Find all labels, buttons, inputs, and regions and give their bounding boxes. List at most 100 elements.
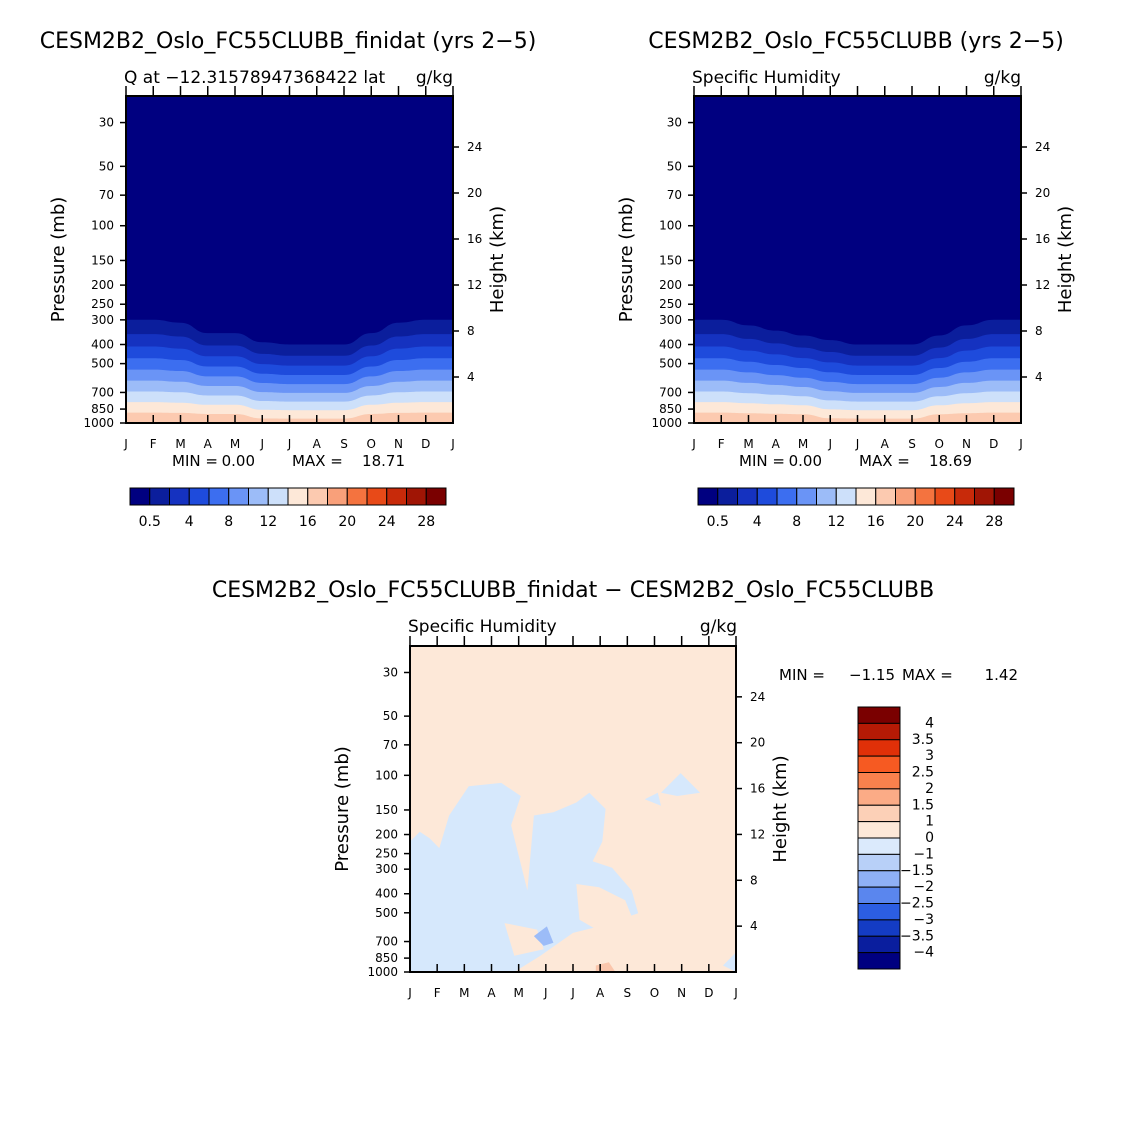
- p3-cb-label: −3: [913, 912, 934, 928]
- panel3-min-label: MIN =: [779, 666, 825, 684]
- panel1-title: CESM2B2_Oslo_FC55CLUBB_finidat (yrs 2−5): [40, 29, 537, 54]
- panel2-units: g/kg: [984, 68, 1021, 88]
- p2-xtick-label: D: [989, 437, 998, 451]
- p2-cb-swatch: [895, 487, 916, 506]
- panel2-subtitle-left: Specific Humidity: [692, 68, 841, 88]
- p3-cb-swatch: [857, 903, 901, 921]
- p3-ytick-label: 400: [375, 887, 398, 901]
- panel3-title: CESM2B2_Oslo_FC55CLUBB_finidat − CESM2B2…: [212, 578, 934, 603]
- p1-ytick-label: 70: [99, 188, 114, 202]
- p3-cb-swatch: [857, 952, 901, 970]
- p1-cb-swatch: [267, 487, 289, 506]
- p1-ytick-label: 500: [91, 357, 114, 371]
- p3-htick-label: 4: [750, 919, 758, 933]
- p3-ytick-label: 250: [375, 847, 398, 861]
- p1-cb-swatch: [307, 487, 328, 506]
- p1-ytick-label: 700: [91, 385, 114, 399]
- p1-xtick-label: M: [230, 437, 240, 451]
- p1-ylabel-right: Height (km): [487, 206, 508, 313]
- panel3-min-value: −1.15: [849, 666, 895, 684]
- p2-cb-swatch: [717, 487, 738, 506]
- p2-ytick-label: 100: [659, 219, 682, 233]
- p3-cb-label: −1.5: [900, 863, 934, 879]
- p2-xtick-label: A: [881, 437, 890, 451]
- p2-cb-swatch: [835, 487, 857, 506]
- p3-cb-swatch: [857, 853, 901, 872]
- p1-cb-swatch: [149, 487, 170, 506]
- p1-cb-label: 8: [224, 514, 233, 530]
- p3-htick-label: 20: [750, 736, 765, 750]
- p2-cb-swatch: [816, 487, 837, 506]
- p3-positive-island: [576, 884, 632, 933]
- p2-cb-swatch: [855, 487, 877, 506]
- p2-cb-swatch: [954, 487, 975, 506]
- p3-cb-swatch: [857, 821, 901, 839]
- panel2-title: CESM2B2_Oslo_FC55CLUBB (yrs 2−5): [648, 29, 1064, 54]
- p3-cb-label: 2: [925, 781, 934, 797]
- p3-negative-region-corner: [723, 952, 736, 972]
- p1-xtick-label: J: [123, 437, 128, 451]
- p1-ytick-label: 300: [91, 313, 114, 327]
- p3-cb-label: −3.5: [900, 928, 934, 944]
- p3-htick-label: 8: [750, 873, 758, 887]
- p1-xtick-label: M: [175, 437, 185, 451]
- p3-cb-label: 2.5: [912, 765, 934, 781]
- p3-ytick-label: 200: [375, 828, 398, 842]
- p2-htick-label: 12: [1035, 278, 1050, 292]
- p1-htick-label: 16: [467, 232, 482, 246]
- p2-htick-label: 8: [1035, 324, 1043, 338]
- p3-ytick-label: 50: [383, 709, 398, 723]
- p3-xtick-label: A: [596, 986, 605, 1000]
- p3-htick-label: 12: [750, 827, 765, 841]
- panel-finidat: CESM2B2_Oslo_FC55CLUBB_finidat (yrs 2−5)…: [40, 29, 537, 530]
- p1-cb-swatch: [188, 487, 210, 506]
- panel3-max-value: 1.42: [985, 666, 1018, 684]
- p3-xtick-label: O: [650, 986, 659, 1000]
- p2-cb-label: 0.5: [707, 514, 729, 530]
- p1-cb-swatch: [406, 487, 427, 506]
- p3-cb-swatch: [857, 788, 901, 806]
- panel2-colorbar: 0.5 4 8 12 16 20 24 28: [697, 487, 1015, 530]
- panel2-max-value: 18.69: [929, 452, 972, 470]
- p2-cb-swatch: [737, 487, 758, 506]
- panel3-colorbar: 43.532.521.510−1−1.5−2−2.5−3−3.5−4: [857, 706, 934, 970]
- panel2-min-value: 0.00: [789, 452, 822, 470]
- p1-cb-label: 28: [417, 514, 435, 530]
- p2-cb-swatch: [934, 487, 956, 506]
- p1-ytick-label: 850: [91, 402, 114, 416]
- p3-xtick-label: N: [677, 986, 686, 1000]
- panel2-max-label: MAX =: [859, 452, 910, 470]
- p2-cb-label: 28: [985, 514, 1003, 530]
- p1-cb-swatch: [228, 487, 249, 506]
- p1-htick-label: 4: [467, 370, 475, 384]
- p3-cb-swatch: [857, 755, 901, 773]
- p1-cb-swatch: [327, 487, 348, 506]
- p3-cb-label: 1: [925, 814, 934, 830]
- p3-cb-swatch: [857, 919, 901, 937]
- p1-ylabel: Pressure (mb): [48, 197, 69, 323]
- p2-cb-swatch: [697, 487, 719, 506]
- panel1-max-value: 18.71: [362, 452, 405, 470]
- p1-xtick-label: A: [313, 437, 322, 451]
- p2-cb-label: 16: [867, 514, 885, 530]
- panel3-subtitle-left: Specific Humidity: [408, 617, 557, 637]
- p2-xtick-label: M: [743, 437, 753, 451]
- p1-cb-swatch: [425, 487, 447, 506]
- p2-xtick-label: J: [827, 437, 832, 451]
- p1-xtick-label: S: [340, 437, 348, 451]
- p3-ytick-label: 1000: [367, 965, 398, 979]
- p3-positive-island-3: [527, 962, 593, 972]
- p3-xtick-label: S: [624, 986, 632, 1000]
- p3-xtick-label: J: [407, 986, 412, 1000]
- p3-ylabel: Pressure (mb): [332, 746, 353, 872]
- p2-ytick-label: 50: [667, 159, 682, 173]
- panel1-min-label: MIN =: [172, 452, 218, 470]
- p1-cb-swatch: [346, 487, 368, 506]
- panel1-plot-area: [126, 96, 453, 423]
- p3-cb-swatch: [857, 739, 901, 757]
- p3-xtick-label: A: [487, 986, 496, 1000]
- p2-ytick-label: 30: [667, 116, 682, 130]
- p1-htick-label: 12: [467, 278, 482, 292]
